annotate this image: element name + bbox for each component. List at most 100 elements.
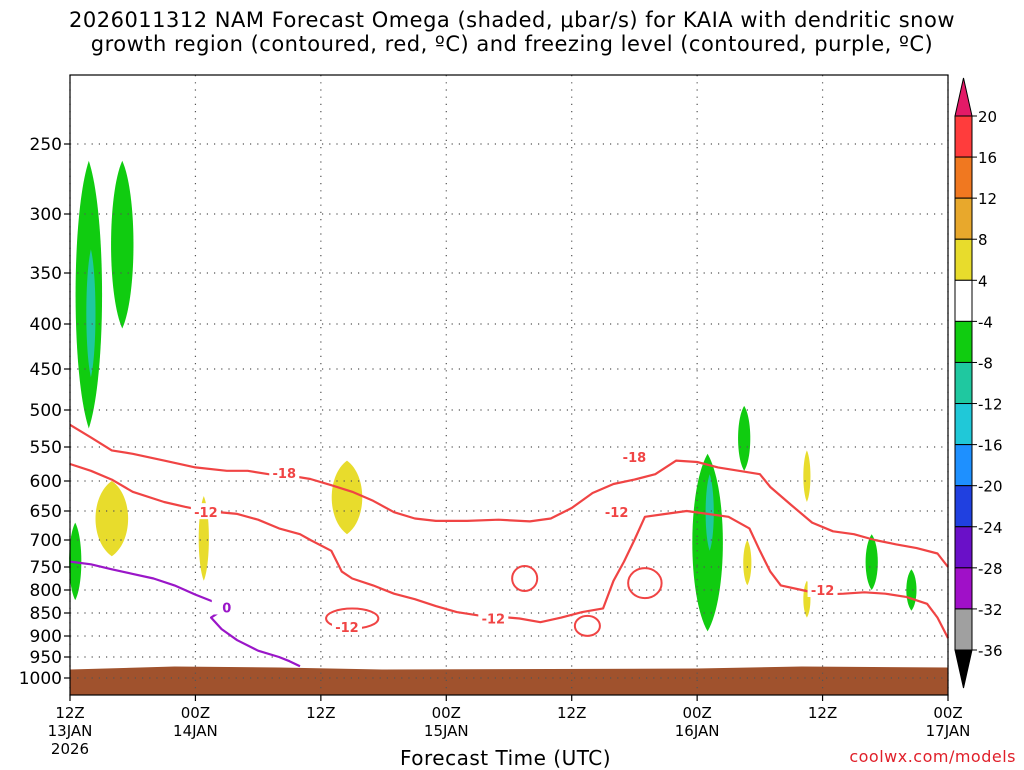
x-tick-label: 15JAN (424, 722, 469, 740)
isotherm-contour-1 (69, 462, 949, 639)
colorbar-swatch-1 (954, 156, 973, 199)
ground-layer (70, 666, 948, 695)
contour-label: -18 (273, 467, 297, 482)
colorbar-label: 8 (978, 231, 988, 249)
y-tick-label-750: 750 (30, 558, 62, 578)
freezing-level-contour (69, 560, 301, 668)
colorbar-label: -28 (978, 560, 1003, 578)
colorbar-swatch-11 (954, 567, 973, 610)
colorbar-label: -16 (978, 437, 1003, 455)
colorbar-top-arrow (954, 77, 973, 117)
colorbar-swatch-12 (954, 608, 973, 651)
contour-label-bg (601, 503, 632, 520)
y-tick-label-700: 700 (30, 531, 62, 551)
colorbar-label: 12 (978, 190, 997, 208)
x-tick-label: 00Z (181, 704, 210, 722)
colorbar-swatch-3 (954, 238, 973, 281)
contour-label: -12 (811, 584, 835, 599)
omega-region-teal-8 (705, 474, 714, 551)
omega-region-yellow-4 (95, 481, 129, 557)
omega-shaded-regions (69, 160, 917, 632)
colorbar-label: 20 (978, 108, 997, 126)
chart-title-line-2: growth region (contoured, red, ºC) and f… (90, 32, 934, 56)
colorbar-swatch-8 (954, 444, 973, 487)
x-tick-label: 12Z (55, 704, 84, 722)
y-tick-label-600: 600 (30, 472, 62, 492)
y-tick-label-500: 500 (30, 401, 62, 421)
y-tick-label-300: 300 (30, 205, 62, 225)
y-tick-label-550: 550 (30, 438, 62, 458)
x-tick-label: 17JAN (926, 722, 971, 740)
omega-region-teal-1 (86, 249, 96, 378)
colorbar-label: -12 (978, 396, 1003, 414)
grid-lines (69, 75, 949, 695)
colorbar-label: 4 (978, 272, 988, 290)
x-axis-label: Forecast Time (UTC) (400, 746, 612, 770)
colorbar-label: -4 (978, 313, 993, 331)
plot-frame (69, 74, 949, 696)
x-tick-label: 00Z (432, 704, 461, 722)
omega-region-green-13 (865, 534, 878, 590)
x-tick-label: 12Z (557, 704, 586, 722)
y-axis-ticks: 250 300 350 400 450 500 550 600 650 700 750 800 850 9… (19, 135, 70, 689)
colorbar-bottom-arrow (954, 649, 973, 689)
isotherm-contour-0 (69, 423, 949, 568)
colorbar-swatch-6 (954, 361, 973, 405)
colorbar-swatch-10 (954, 526, 973, 569)
colorbar-label: -24 (978, 519, 1003, 537)
y-tick-label-650: 650 (30, 502, 62, 522)
y-tick-label-950: 950 (30, 648, 62, 668)
contour-label: -12 (482, 613, 506, 628)
colorbar-swatch-9 (954, 485, 973, 528)
contour-label: -12 (605, 506, 629, 521)
contour-label: -12 (194, 506, 218, 521)
x-tick-label: 14JAN (173, 722, 218, 740)
y-tick-label-900: 900 (30, 627, 62, 647)
contour-label-bg (211, 598, 242, 615)
credit-text: coolwx.com/models (849, 747, 1016, 766)
y-tick-label-350: 350 (30, 264, 62, 284)
isotherm-loop-1 (627, 567, 663, 600)
contour-label: 0 (222, 601, 231, 616)
contour-label: -12 (335, 621, 359, 636)
omega-region-yellow-11 (803, 450, 811, 502)
colorbar-label: -36 (978, 642, 1003, 660)
colorbar-swatch-5 (954, 320, 973, 363)
colorbar-label: -20 (978, 478, 1003, 496)
x-tick-label: 16JAN (675, 722, 720, 740)
colorbar: 20 16 12 8 4 -4 -8 -12 -16 -20 -24 -28 -32 -36 (954, 77, 1003, 689)
x-tick-label: 12Z (808, 704, 837, 722)
y-tick-label-1000: 1000 (19, 669, 62, 689)
colorbar-label: -8 (978, 354, 993, 372)
omega-region-green-2 (111, 160, 134, 329)
contour-label-bg (807, 581, 838, 597)
contour-label-bg (269, 463, 300, 480)
x-tick-label: 13JAN (48, 722, 93, 740)
omega-region-green-7 (692, 453, 723, 632)
contour-label-bg (190, 503, 221, 520)
y-tick-label-250: 250 (30, 135, 62, 155)
y-tick-label-850: 850 (30, 604, 62, 624)
y-tick-label-800: 800 (30, 581, 62, 601)
y-tick-label-400: 400 (30, 315, 62, 335)
x-tick-label: 2026 (51, 740, 89, 758)
contour-label-bg (478, 609, 509, 626)
ground-terrain (70, 666, 948, 695)
isotherm-loop-3 (573, 614, 601, 637)
colorbar-label: -32 (978, 601, 1003, 619)
isotherm-loop-0 (511, 565, 539, 592)
omega-region-yellow-6 (331, 460, 363, 535)
omega-region-green-9 (738, 405, 751, 471)
colorbar-swatch-0 (954, 115, 973, 158)
colorbar-swatch-2 (954, 197, 973, 240)
contour-label-bg (619, 448, 650, 465)
omega-region-green-14 (906, 569, 917, 611)
y-tick-label-450: 450 (30, 360, 62, 380)
chart-title-line-1: 2026011312 NAM Forecast Omega (shaded, μ… (69, 8, 955, 32)
x-tick-label: 12Z (306, 704, 335, 722)
contour-label: -18 (623, 451, 647, 466)
contour-label-bg (331, 617, 362, 634)
colorbar-label: 16 (978, 149, 997, 167)
